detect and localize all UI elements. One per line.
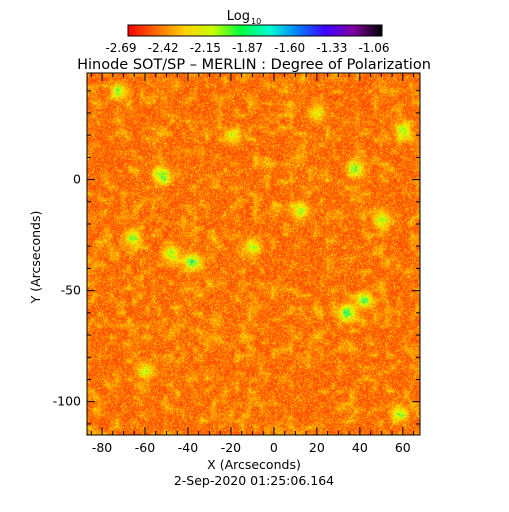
chart-title: Hinode SOT/SP – MERLIN : Degree of Polar… [77,57,431,73]
x-axis-ticks: -80 -60 -40 -20 0 20 40 60 [90,73,415,455]
colorbar-title: Log [227,9,250,24]
colorbar-gradient [127,24,383,37]
polarization-image [87,73,420,435]
colorbar-tick-label: -1.06 [358,41,389,55]
colorbar-tick-label: -2.15 [190,41,221,55]
x-tick-label: 0 [270,440,278,455]
colorbar-tick-label: -1.60 [274,41,305,55]
x-tick-label: 40 [352,440,368,455]
colorbar-tick-label: -1.87 [232,41,263,55]
x-tick-label: 60 [395,440,411,455]
y-tick-label: -100 [53,394,81,409]
colorbar-tick-label: -2.69 [105,41,136,55]
x-tick-label: -20 [221,440,241,455]
x-tick-label: -60 [135,440,155,455]
plot-frame [86,72,421,436]
y-axis-ticks: -100 -50 0 [53,90,420,425]
x-axis-label: X (Arcseconds) [207,457,301,472]
colorbar-title-subscript: 10 [251,17,261,26]
x-tick-label: -80 [92,440,112,455]
colorbar-tick-labels: -2.69 -2.42 -2.15 -1.87 -1.60 -1.33 -1.06 [105,41,389,55]
colorbar-tick-label: -1.33 [316,41,347,55]
y-tick-label: -50 [61,283,81,298]
heatmap-image [87,73,420,435]
x-tick-label: -40 [178,440,198,455]
plot-area: -80 -60 -40 -20 0 20 40 60 -100 -50 0 [53,72,421,455]
y-axis-label: Y (Arcseconds) [28,211,43,305]
timestamp: 2-Sep-2020 01:25:06.164 [174,473,334,488]
colorbar-tick-label: -2.42 [148,41,179,55]
colorbar: Log 10 -2.69 -2.42 -2.15 -1.87 -1.60 -1.33 -1.… [105,9,389,55]
y-tick-label: 0 [73,172,81,187]
x-tick-label: 20 [309,440,325,455]
